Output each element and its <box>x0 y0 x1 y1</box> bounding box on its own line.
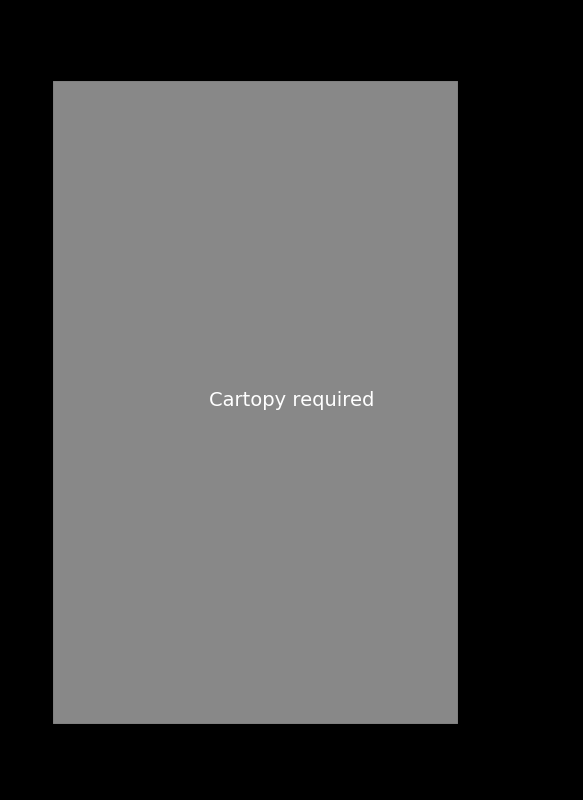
Text: Cartopy required: Cartopy required <box>209 390 374 410</box>
